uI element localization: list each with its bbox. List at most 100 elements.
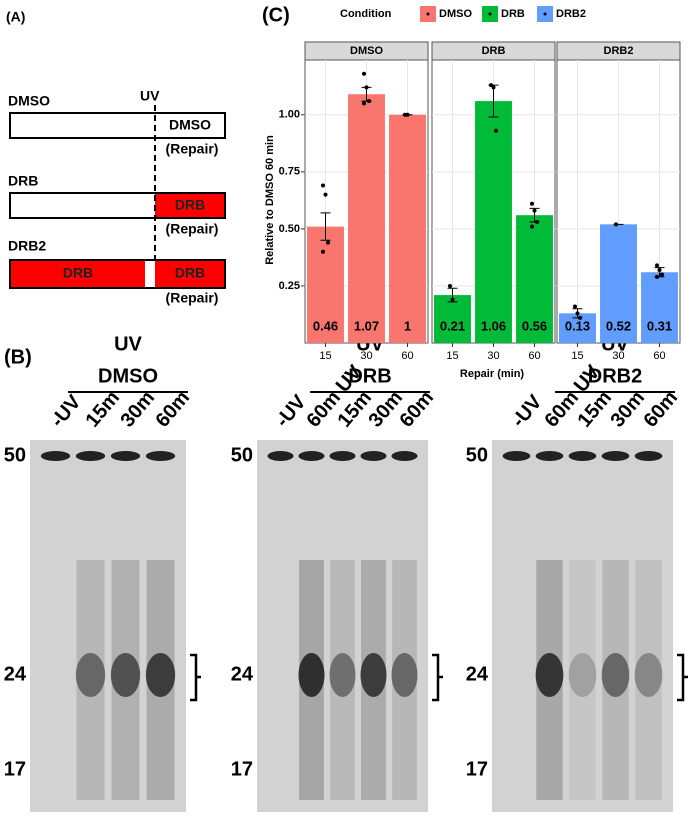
legend-label: DRB <box>501 8 525 20</box>
legend-dot <box>426 12 430 16</box>
lane-label: 30m <box>117 387 160 432</box>
gel <box>30 440 186 812</box>
x-tick-label: 60 <box>401 350 413 362</box>
band <box>502 451 531 461</box>
bracket <box>190 653 201 702</box>
marker: 24 <box>4 663 27 685</box>
data-point <box>367 99 371 104</box>
bar <box>348 94 385 343</box>
lane-label: 15m <box>82 387 125 432</box>
data-point <box>575 311 580 316</box>
band <box>329 653 356 697</box>
marker: 17 <box>4 758 26 780</box>
data-point <box>657 267 662 272</box>
bar <box>475 101 512 343</box>
bracket <box>677 653 688 702</box>
data-point <box>614 222 618 227</box>
data-point <box>532 208 537 213</box>
band <box>145 451 176 461</box>
legend-label: DMSO <box>439 8 472 20</box>
bar-label: 0.31 <box>647 318 672 333</box>
lane-label: 60m <box>396 387 439 432</box>
bar-label: 1.06 <box>481 318 506 333</box>
smear <box>602 560 629 800</box>
band <box>634 653 663 697</box>
x-tick-label: 15 <box>571 350 583 362</box>
data-point <box>535 220 539 225</box>
row-name: DMSO <box>8 93 50 109</box>
facet-label: DRB <box>482 45 506 57</box>
lane-label: -UV <box>272 391 311 432</box>
marker: 50 <box>231 444 253 466</box>
band <box>568 653 597 697</box>
data-point <box>323 192 328 197</box>
legend-dot <box>488 12 492 16</box>
lane-label: 60m <box>152 387 195 432</box>
smear <box>392 560 417 800</box>
y-tick-label: 1.00 <box>279 109 300 121</box>
band <box>535 451 564 461</box>
marker: 50 <box>4 444 26 466</box>
data-point <box>494 128 498 133</box>
marker: 24 <box>466 663 489 685</box>
box-red <box>155 194 224 217</box>
data-point <box>321 249 325 254</box>
box-text: DRB <box>63 265 93 281</box>
data-point <box>450 297 455 302</box>
panel-c: (C) Condition DMSO DRB DRB2 Relative to DMSO … <box>262 4 681 380</box>
treatment: DRB2 <box>588 365 642 387</box>
bracket <box>432 653 443 702</box>
gel <box>257 440 428 812</box>
bar <box>307 226 344 343</box>
treatment: DRB <box>348 365 391 387</box>
band <box>391 451 418 461</box>
panel-label: (B) <box>4 346 32 368</box>
row-name: DRB <box>8 173 38 189</box>
x-tick-label: 15 <box>319 350 331 362</box>
x-tick-label: 60 <box>528 350 540 362</box>
y-tick-label: 0.50 <box>279 223 300 235</box>
facet-label: DMSO <box>350 45 383 57</box>
data-point <box>321 183 325 188</box>
band <box>145 653 176 697</box>
marker: 17 <box>231 758 253 780</box>
marker: 17 <box>466 758 488 780</box>
lane-label: 30m <box>607 387 650 432</box>
bar <box>516 215 553 343</box>
x-tick-label: 30 <box>487 350 499 362</box>
smear <box>76 560 105 800</box>
bar <box>389 114 426 343</box>
error-bar <box>320 212 331 241</box>
bar-label: 0.21 <box>440 318 465 333</box>
band <box>110 451 141 461</box>
smear <box>569 560 596 800</box>
x-tick-label: 15 <box>446 350 458 362</box>
box-text: DRB <box>175 265 205 281</box>
band <box>40 451 71 461</box>
uv-label: UV <box>114 333 142 355</box>
panel-label: (A) <box>6 9 25 25</box>
legend-title: Condition <box>340 8 392 20</box>
data-point <box>660 272 664 277</box>
bar-label: 0.52 <box>606 318 631 333</box>
y-tick-label: 0.25 <box>279 280 300 292</box>
legend-label: DRB2 <box>556 8 586 20</box>
band <box>110 653 141 697</box>
uv-label: UV <box>140 88 160 104</box>
data-point <box>578 315 582 320</box>
band <box>360 451 387 461</box>
box <box>9 112 226 139</box>
legend-dot <box>543 12 547 16</box>
note: (Repair) <box>166 290 219 306</box>
y-axis-title: Relative to DMSO 60 min <box>264 135 276 265</box>
facet-label: DRB2 <box>604 45 634 57</box>
smear <box>635 560 662 800</box>
note: (Repair) <box>166 221 219 237</box>
panel-a: (A) DMSO UV DMSO (Repair) DRB DRB (Repai… <box>6 9 226 306</box>
box-text: DRB <box>175 197 205 213</box>
band <box>535 653 564 697</box>
data-point <box>491 85 496 90</box>
band <box>298 451 325 461</box>
